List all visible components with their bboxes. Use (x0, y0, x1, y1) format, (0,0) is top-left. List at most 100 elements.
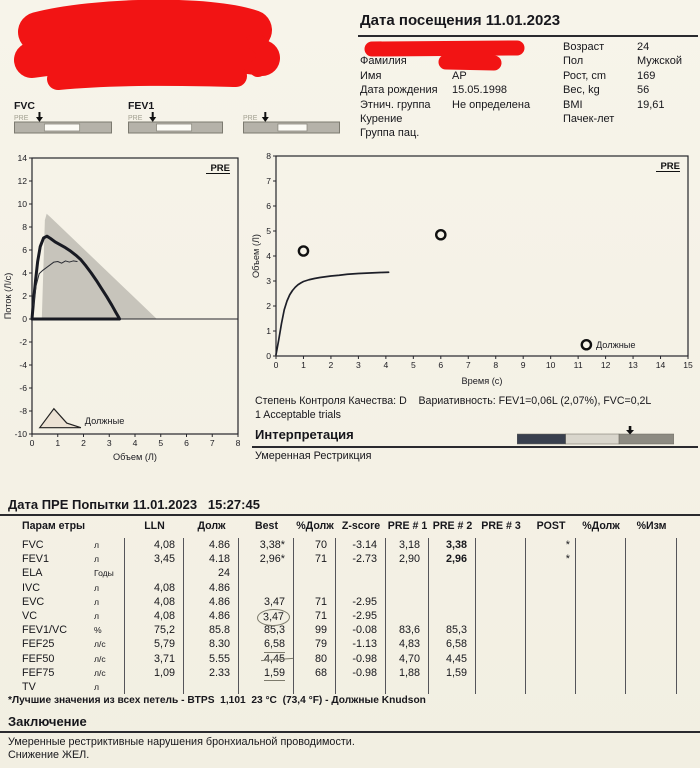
svg-text:2: 2 (22, 291, 27, 301)
column-header: Парам етры (22, 520, 86, 532)
value-cell (526, 651, 576, 666)
value-cell (429, 594, 476, 609)
svg-text:8: 8 (22, 222, 27, 232)
patient-field-label: Фамилия (360, 55, 407, 68)
value-cell: 1,09 (125, 665, 184, 680)
value-cell: 85.8 (184, 623, 239, 638)
gauge-bar: PRE (14, 112, 112, 134)
svg-text:5: 5 (266, 226, 271, 236)
patient-field-value: АР (452, 69, 467, 82)
acceptable-trials-line: 1 Acceptable trials (255, 409, 341, 421)
value-cell: 8.30 (184, 637, 239, 652)
value-cell (386, 608, 429, 624)
attempts-title-rule (0, 514, 700, 516)
parameter-name-cell: TV (22, 680, 36, 693)
value-cell: 68 (294, 665, 336, 680)
patient-field-row: Этнич. группа Не определена (360, 98, 560, 112)
visit-title-rule (358, 35, 698, 37)
patient-field-row: Курение (360, 112, 560, 126)
gauge-title (243, 100, 340, 112)
redaction-stroke (47, 63, 247, 90)
pre-corner-label: PRE (660, 161, 680, 172)
interpretation-heading: Интерпретация (255, 427, 354, 442)
value-cell (476, 552, 526, 567)
svg-text:15: 15 (683, 360, 693, 370)
y-axis-label: Поток (Л/с) (3, 273, 13, 320)
value-cell: 4,08 (125, 594, 184, 609)
value-cell: 3,45 (125, 552, 184, 567)
value-cell: 4,83 (386, 637, 429, 652)
predicted-normal-area (41, 213, 157, 319)
value-cell: 4,08 (125, 580, 184, 595)
value-cell (125, 679, 184, 695)
value-cell: л (92, 679, 125, 695)
patient-field-value: 24 (637, 41, 650, 53)
svg-text:4: 4 (266, 251, 271, 261)
value-cell (526, 580, 576, 595)
column-header: LLN (144, 520, 165, 532)
column-header (92, 520, 125, 532)
value-cell: 80 (294, 651, 336, 666)
value-cell: 24 (184, 566, 239, 581)
svg-text:11: 11 (574, 360, 583, 370)
value-cell: 3,47 (239, 594, 294, 609)
value-cell: Годы (92, 566, 125, 581)
conclusion-text-line: Умеренные рестриктивные нарушения бронхи… (8, 736, 355, 748)
column-header: PRE # 1 (387, 520, 428, 532)
svg-text:13: 13 (628, 360, 638, 370)
value-cell (429, 580, 476, 595)
svg-text:2: 2 (266, 301, 271, 311)
svg-text:7: 7 (266, 176, 271, 186)
value-cell (294, 679, 336, 695)
value-cell: 1,59 (239, 665, 294, 681)
legend-triangle-icon (38, 407, 82, 429)
value-cell (526, 566, 576, 581)
value-cell (576, 538, 626, 553)
svg-text:5: 5 (411, 360, 416, 370)
gauge-title: FVC (14, 100, 35, 112)
svg-text:2: 2 (329, 360, 334, 370)
value-cell (576, 608, 626, 624)
value-cell: 3,47 (239, 608, 294, 627)
value-cell: 5.55 (184, 651, 239, 666)
fev1-gauge: FEV1 PRE (128, 100, 223, 134)
svg-text:PRE: PRE (14, 115, 29, 122)
svg-text:7: 7 (466, 360, 471, 370)
redaction-stroke (18, 0, 272, 52)
value-cell (386, 566, 429, 581)
patient-info-left-column: Фамилия Имя АР Дата рождения 15.05.1998 Этнич… (360, 40, 560, 141)
value-cell: 4.86 (184, 594, 239, 609)
value-cell (626, 594, 677, 609)
redaction-stroke (247, 33, 275, 77)
value-cell (576, 594, 626, 609)
value-cell (526, 637, 576, 652)
value-cell: 1,59 (429, 665, 476, 680)
column-header: Долж (197, 520, 226, 532)
value-cell: 2,96 (429, 552, 476, 567)
patient-field-row: BMI 19,61 (563, 98, 698, 112)
patient-field-value: 56 (637, 84, 650, 97)
value-cell: 85,3 (429, 623, 476, 638)
value-cell (626, 552, 677, 567)
svg-text:-10: -10 (15, 429, 28, 439)
value-cell: -0.08 (336, 623, 386, 638)
value-cell (429, 608, 476, 624)
value-cell: -1.13 (336, 637, 386, 652)
value-cell (576, 623, 626, 638)
pen-annotation-strike: 4,45 (263, 652, 285, 665)
svg-text:14: 14 (656, 360, 666, 370)
parameter-name-cell: IVC (22, 581, 40, 594)
svg-text:6: 6 (438, 360, 443, 370)
svg-text:12: 12 (17, 176, 27, 186)
value-cell (526, 665, 576, 680)
value-cell (386, 580, 429, 595)
value-cell (576, 580, 626, 595)
patient-field-row: Рост, cm 169 (563, 69, 698, 83)
svg-text:-6: -6 (19, 383, 27, 393)
value-cell: 4,70 (386, 651, 429, 666)
value-cell (576, 637, 626, 652)
svg-text:2: 2 (81, 438, 86, 448)
value-cell (476, 665, 526, 680)
